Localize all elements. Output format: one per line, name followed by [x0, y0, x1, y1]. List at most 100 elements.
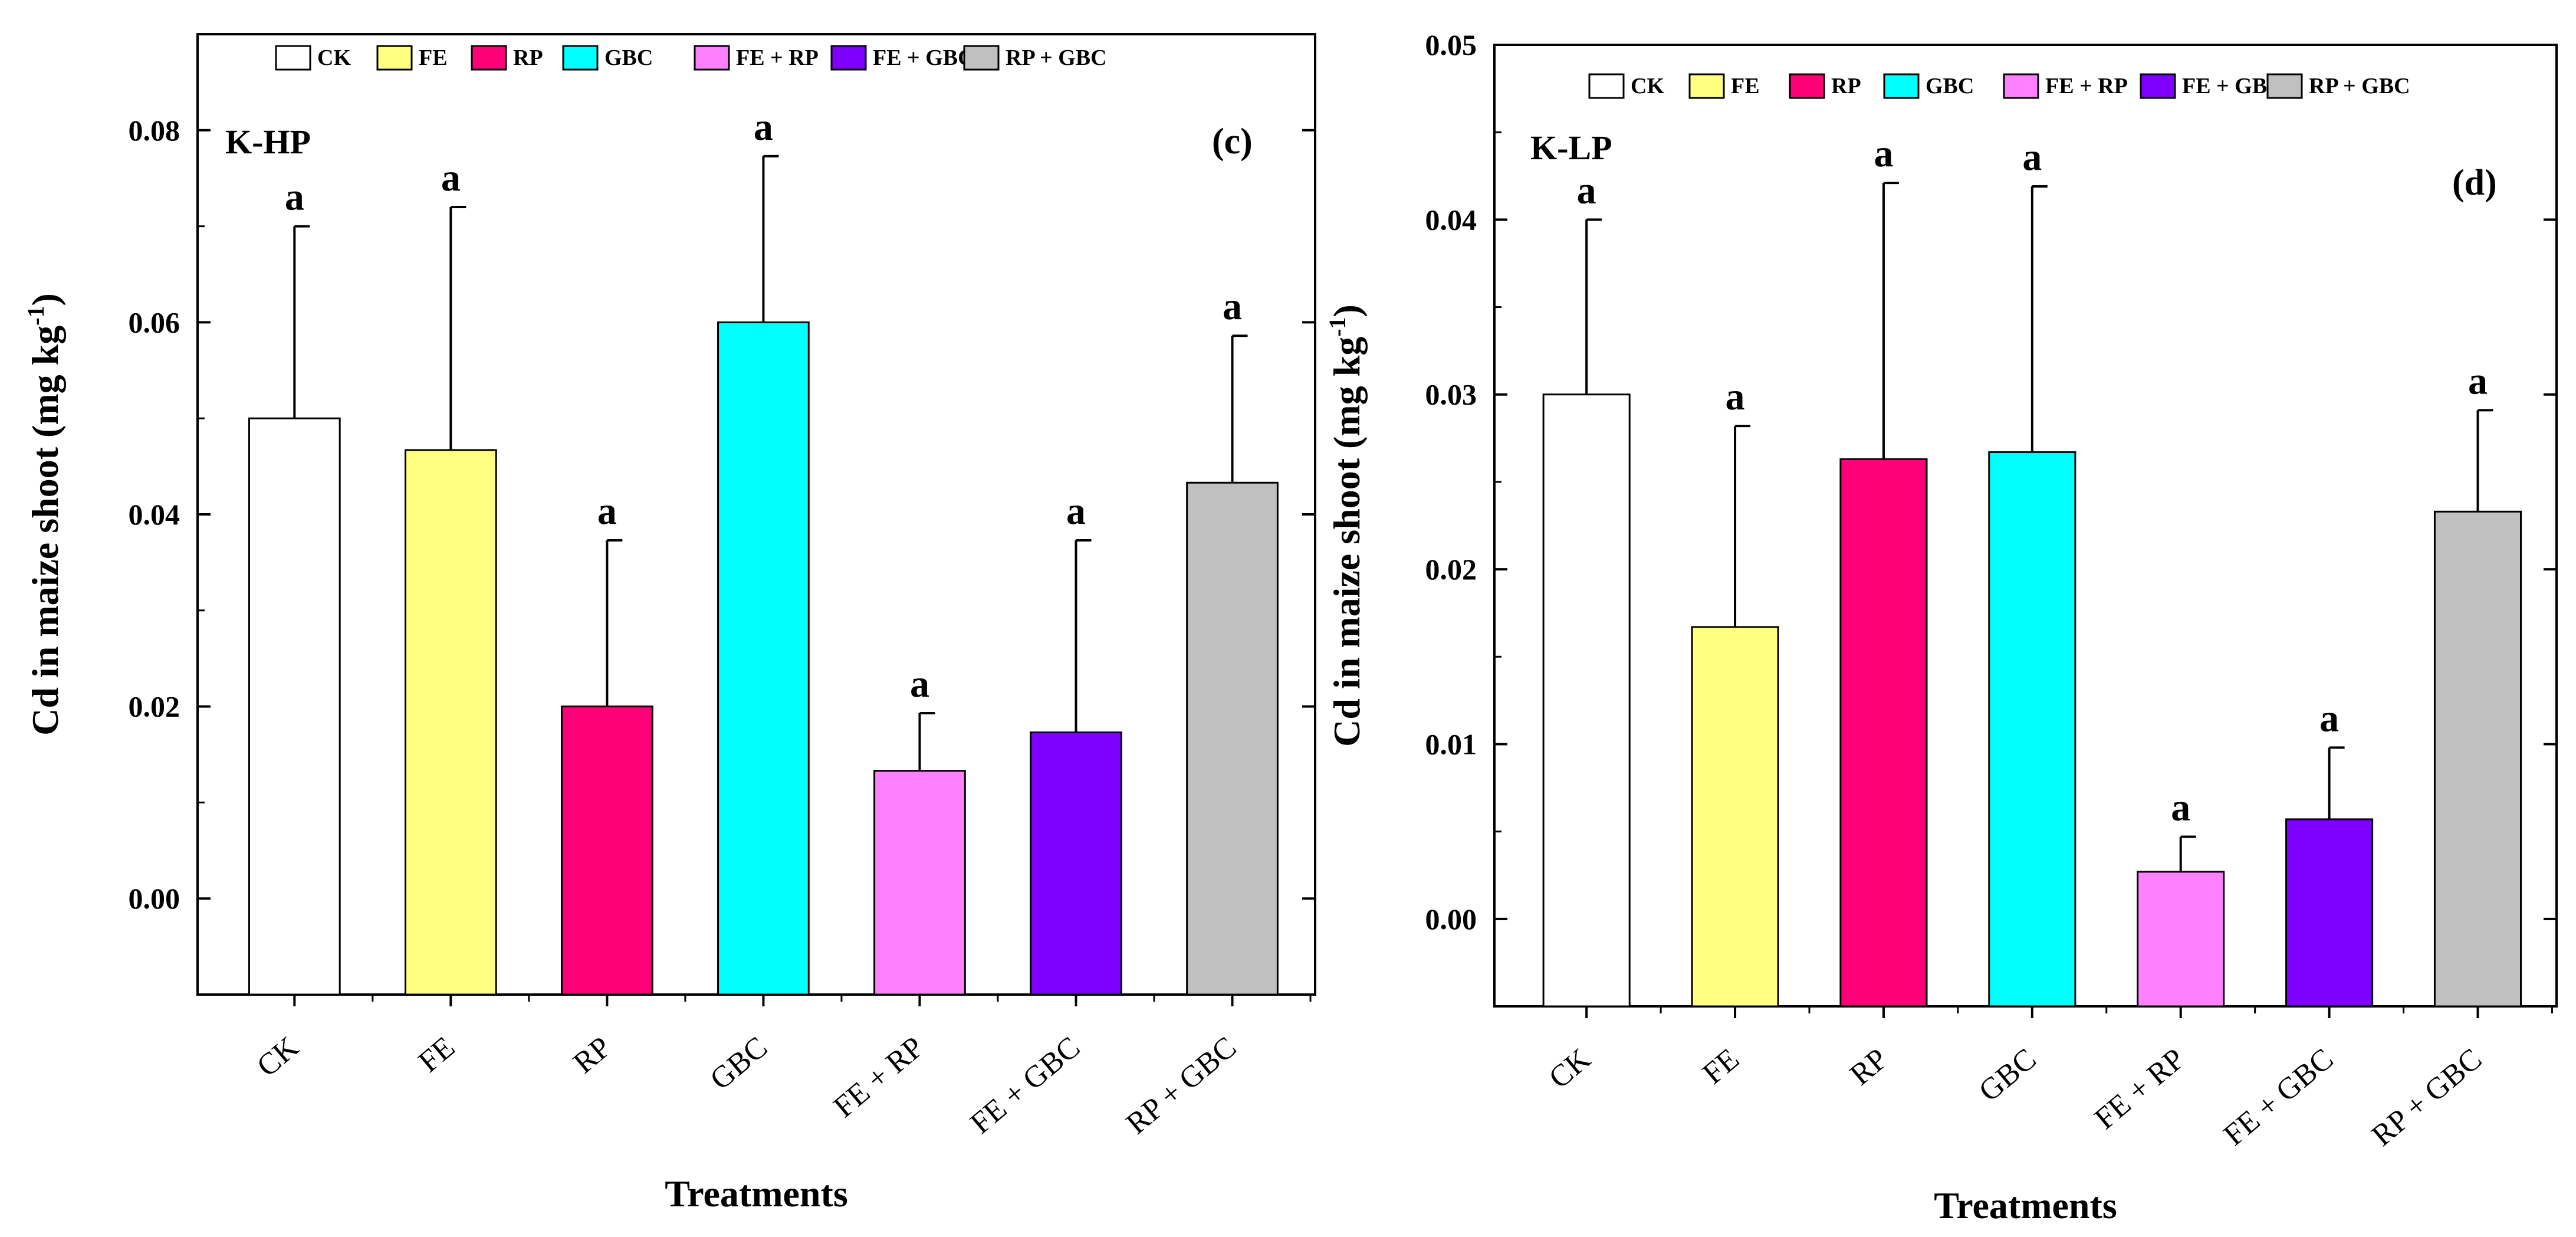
y-tick-label: 0.02: [129, 690, 180, 723]
legend-label: RP: [513, 45, 543, 70]
x-axis-title: Treatments: [1934, 1184, 2117, 1226]
x-tick-label: RP + GBC: [2365, 1042, 2488, 1153]
x-tick-label: CK: [1543, 1042, 1597, 1095]
legend-swatch: [1789, 73, 1825, 99]
legend-swatch: [275, 45, 311, 71]
legend-label: CK: [1631, 74, 1664, 99]
chart-panel-1: 0.00 0.02 0.04 0.06 0.08 a CK a FE a RP a GBC a FE + R…: [22, 33, 1316, 1215]
bar-ferp: [873, 770, 966, 996]
panel-label: (d): [2452, 163, 2497, 203]
panel-title: K-HP: [225, 123, 311, 161]
y-axis-title-superscript: -1: [1324, 317, 1351, 336]
y-axis-title-superscript: -1: [22, 306, 49, 325]
y-tick-label: 0.04: [1425, 203, 1477, 236]
significance-letter: a: [2319, 697, 2339, 740]
legend-label: GBC: [1926, 74, 1974, 99]
bar-rp: [1839, 458, 1928, 1008]
x-axis-title: Treatments: [665, 1173, 847, 1215]
x-tick-label: GBC: [1973, 1042, 2043, 1108]
legend-swatch: [471, 45, 507, 71]
significance-letter: a: [754, 106, 773, 149]
y-axis-title: Cd in maize shoot (mg kg-1): [22, 293, 66, 736]
y-axis-title-main: Cd in maize shoot (mg kg: [1326, 337, 1368, 747]
legend-swatch: [376, 45, 413, 71]
bar-fegbc: [2285, 818, 2374, 1008]
x-tick-label: FE + GBC: [2217, 1042, 2340, 1153]
y-axis-title-main: Cd in maize shoot (mg kg: [24, 326, 66, 736]
legend-swatch: [830, 45, 867, 71]
y-tick-label: 0.06: [129, 306, 180, 339]
legend-label: CK: [317, 45, 351, 70]
legend-label: FE: [419, 45, 448, 70]
bar-ck: [1542, 393, 1631, 1008]
significance-letter: a: [285, 176, 304, 219]
legend-label: FE + GBC: [2182, 74, 2283, 99]
bar-rpgbc: [2433, 510, 2522, 1008]
bar-fegbc: [1030, 731, 1122, 996]
x-tick-label: GBC: [704, 1031, 774, 1097]
legend-swatch: [2140, 73, 2176, 99]
y-axis-title: Cd in maize shoot (mg kg-1): [1324, 304, 1368, 747]
legend-label: FE + GBC: [873, 45, 974, 70]
legend-label: FE + RP: [736, 45, 819, 70]
legend-swatch: [2003, 73, 2039, 99]
legend-label: FE + RP: [2045, 74, 2128, 99]
legend-swatch: [1883, 73, 1920, 99]
significance-letter: a: [1577, 169, 1596, 212]
significance-letter: a: [441, 156, 461, 199]
legend-swatch: [562, 45, 599, 71]
legend-swatch: [963, 45, 1000, 71]
x-tick-label: FE + GBC: [964, 1031, 1086, 1141]
significance-letter: a: [1066, 490, 1086, 533]
x-tick-label: FE: [412, 1031, 461, 1079]
significance-letter: a: [597, 490, 617, 533]
panel-label: (c): [1212, 122, 1253, 162]
bar-fe: [1691, 626, 1779, 1008]
y-tick-label: 0.03: [1425, 378, 1477, 411]
significance-letter: a: [2022, 136, 2042, 179]
legend: CK FE RP GBC FE + RP FE + GBC RP + GBC: [1588, 73, 2410, 99]
legend: CK FE RP GBC FE + RP FE + GBC RP + GBC: [275, 45, 1107, 71]
x-tick-label: RP: [567, 1031, 617, 1081]
bar-ck: [248, 417, 341, 996]
y-tick-label: 0.08: [129, 114, 180, 147]
legend-label: RP: [1831, 74, 1861, 99]
x-tick-label: FE + RP: [2088, 1042, 2191, 1136]
legend-swatch: [1588, 73, 1625, 99]
legend-label: RP + GBC: [1006, 45, 1107, 70]
x-tick-label: RP + GBC: [1120, 1031, 1243, 1141]
significance-letter: a: [2468, 359, 2488, 402]
legend-label: FE: [1731, 74, 1760, 99]
significance-letter: a: [2171, 786, 2190, 829]
significance-letter: a: [1223, 285, 1242, 328]
y-tick-label: 0.01: [1425, 727, 1477, 760]
legend-swatch: [1688, 73, 1725, 99]
y-tick-label: 0.04: [129, 498, 180, 531]
bar-ferp: [2137, 871, 2225, 1008]
bar-fe: [404, 449, 497, 996]
bar-gbc: [717, 321, 810, 996]
legend-swatch: [2266, 73, 2303, 99]
bar-rpgbc: [1186, 481, 1279, 996]
y-tick-label: 0.02: [1425, 553, 1477, 586]
y-axis-title-close: ): [24, 293, 66, 306]
significance-letter: a: [1874, 132, 1893, 175]
panel-title: K-LP: [1530, 129, 1612, 167]
y-tick-label: 0.00: [1425, 903, 1477, 936]
chart-panel-2: 0.00 0.01 0.02 0.03 0.04 0.05 a CK a FE a RP a GBC a FE…: [1324, 28, 2558, 1226]
y-tick-label: 0.00: [129, 882, 180, 915]
bar-rp: [561, 706, 653, 996]
x-tick-label: FE + RP: [827, 1031, 930, 1124]
significance-letter: a: [1726, 375, 1745, 418]
bar-gbc: [1988, 451, 2076, 1008]
x-tick-label: CK: [251, 1030, 305, 1083]
y-tick-label: 0.05: [1425, 28, 1477, 61]
y-axis-title-close: ): [1326, 304, 1368, 317]
x-tick-label: FE: [1697, 1042, 1746, 1091]
legend-label: GBC: [604, 45, 653, 70]
legend-swatch: [694, 45, 730, 71]
legend-label: RP + GBC: [2309, 74, 2410, 99]
x-tick-label: RP: [1844, 1042, 1894, 1092]
